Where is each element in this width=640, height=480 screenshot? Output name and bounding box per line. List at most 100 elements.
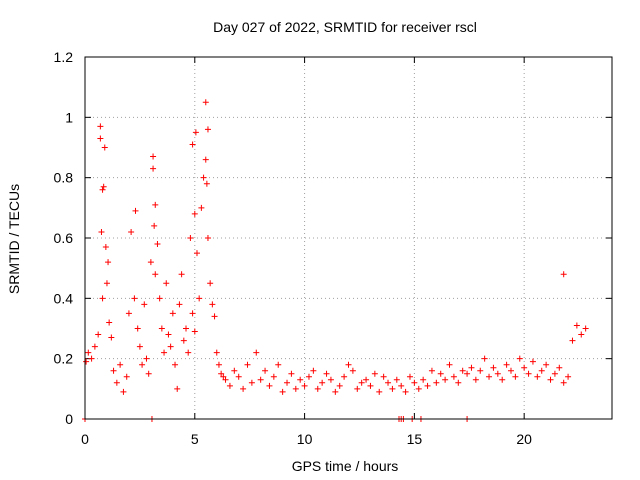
data-point — [363, 376, 370, 383]
data-point — [288, 370, 295, 377]
data-point — [279, 388, 286, 395]
data-point — [297, 376, 304, 383]
data-point — [393, 376, 400, 383]
data-point — [275, 361, 282, 368]
data-point — [477, 367, 484, 374]
data-point — [543, 361, 550, 368]
data-point — [565, 373, 572, 380]
data-point — [336, 382, 343, 389]
data-point — [507, 367, 514, 374]
data-point — [262, 367, 269, 374]
data-point — [187, 235, 194, 241]
data-point — [178, 271, 185, 278]
data-point — [560, 379, 567, 386]
data-point — [158, 325, 165, 332]
data-point — [305, 373, 312, 380]
data-point — [132, 207, 139, 214]
data-point — [266, 382, 273, 389]
data-point — [428, 367, 435, 374]
data-point — [398, 382, 405, 389]
data-point — [163, 280, 170, 287]
data-point — [145, 370, 152, 377]
data-point — [345, 361, 352, 368]
data-point — [371, 370, 378, 377]
data-point — [503, 361, 510, 368]
data-point — [154, 241, 161, 248]
data-point — [139, 361, 146, 368]
data-point — [349, 367, 356, 374]
plot-frame — [84, 56, 613, 420]
data-point — [376, 388, 383, 395]
data-point — [327, 376, 334, 383]
data-point — [98, 228, 105, 235]
data-point — [332, 388, 339, 395]
data-point — [117, 361, 124, 368]
data-point — [235, 373, 242, 380]
data-point — [152, 271, 159, 278]
data-point — [446, 361, 453, 368]
data-point — [150, 165, 157, 172]
data-point — [99, 186, 106, 193]
data-point — [529, 358, 536, 365]
data-point — [323, 370, 330, 377]
data-point — [88, 355, 95, 362]
data-point — [270, 373, 277, 380]
data-point — [284, 379, 291, 386]
axis-ticks: 0 5 10 15 20 0 0.2 0.4 0.6 0.8 1 1.2 — [54, 49, 612, 447]
y-tick-label: 0.6 — [54, 230, 74, 246]
x-tick-label: 5 — [191, 431, 199, 447]
data-point — [556, 364, 563, 371]
data-point — [578, 331, 585, 338]
data-point — [354, 385, 361, 392]
data-point — [367, 382, 374, 389]
data-point — [147, 259, 154, 266]
data-point — [101, 144, 108, 151]
data-point — [319, 379, 326, 386]
data-point — [161, 349, 168, 356]
data-point — [150, 153, 157, 160]
data-point — [213, 349, 220, 356]
data-point — [472, 376, 479, 383]
data-point — [202, 99, 209, 106]
data-point — [143, 355, 150, 362]
data-point — [424, 382, 431, 389]
data-point — [499, 376, 506, 383]
data-point — [169, 310, 176, 317]
data-point — [433, 379, 440, 386]
x-tick-label: 15 — [407, 431, 423, 447]
data-point — [442, 376, 449, 383]
data-point — [204, 126, 211, 133]
data-point — [183, 325, 190, 332]
data-point — [248, 379, 255, 386]
data-point — [220, 373, 227, 380]
data-point — [481, 355, 488, 362]
data-point — [209, 301, 216, 308]
data-point — [582, 325, 589, 332]
data-point — [525, 370, 532, 377]
data-point — [180, 337, 187, 344]
y-tick-label: 0 — [65, 411, 73, 427]
data-point — [253, 349, 260, 356]
data-point — [420, 376, 427, 383]
data-point — [389, 385, 396, 392]
data-point — [486, 373, 493, 380]
chart-title: Day 027 of 2022, SRMTID for receiver rsc… — [213, 19, 477, 35]
y-tick-label: 1 — [65, 109, 73, 125]
data-point — [152, 201, 159, 208]
data-point — [167, 343, 174, 350]
data-point — [172, 361, 179, 368]
data-point — [218, 370, 225, 377]
data-point — [551, 370, 558, 377]
data-point — [573, 322, 580, 329]
data-point — [490, 364, 497, 371]
data-point — [151, 222, 158, 229]
data-point — [560, 271, 567, 278]
data-point — [165, 331, 172, 338]
data-point — [380, 373, 387, 380]
data-point — [100, 183, 107, 190]
data-point — [128, 228, 135, 235]
data-point — [91, 343, 98, 350]
data-point — [134, 325, 141, 332]
data-point — [215, 361, 222, 368]
